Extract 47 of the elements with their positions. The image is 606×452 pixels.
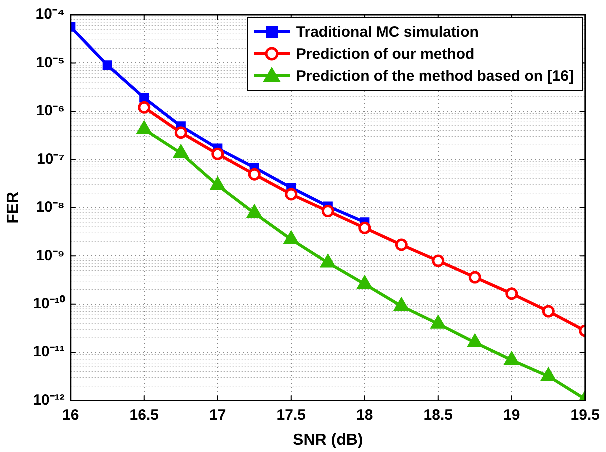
- point: [210, 177, 226, 190]
- x-tick-label: 19.5: [570, 406, 600, 424]
- point: [174, 126, 188, 140]
- legend-label: Prediction of our method: [296, 46, 475, 62]
- y-tick-label: 10⁻⁷: [37, 150, 65, 168]
- point: [541, 368, 556, 382]
- point: [358, 276, 372, 290]
- point: [542, 305, 555, 318]
- x-tick-label: 19: [504, 406, 520, 424]
- x-tick-label: 16: [62, 406, 80, 424]
- x-tick-label: 17: [210, 406, 226, 424]
- point: [468, 334, 482, 348]
- y-tick-label: 10⁻¹²: [33, 392, 65, 409]
- y-tick-label: 10⁻⁸: [36, 199, 65, 216]
- point: [284, 231, 299, 244]
- point: [504, 352, 520, 366]
- legend-label: Prediction of the method based on [16]: [296, 68, 574, 84]
- x-tick-label: 16.5: [130, 406, 159, 424]
- point: [212, 148, 224, 160]
- point: [394, 298, 409, 312]
- point: [320, 254, 336, 268]
- point: [248, 168, 261, 181]
- point: [247, 205, 262, 218]
- point: [358, 222, 372, 234]
- point: [174, 145, 188, 158]
- legend-label: Traditional MC simulation: [296, 24, 479, 40]
- x-axis-title: SNR (dB): [293, 432, 364, 449]
- point: [431, 316, 446, 329]
- y-tick-label: 10⁻¹⁰: [33, 294, 66, 312]
- x-tick-label: 18.5: [424, 406, 453, 424]
- y-tick-label: 10⁻⁶: [36, 102, 65, 120]
- point: [322, 205, 334, 218]
- y-tick-label: 10⁻⁹: [36, 247, 65, 264]
- point: [102, 60, 112, 70]
- y-tick-label: 10⁻⁴: [36, 6, 65, 24]
- point: [506, 288, 518, 300]
- point: [468, 271, 482, 284]
- y-tick-label: 10⁻¹¹: [33, 344, 65, 361]
- y-axis-title: FER: [5, 191, 22, 224]
- x-tick-label: 18: [356, 406, 374, 424]
- x-tick-label: 17.5: [276, 406, 306, 424]
- point: [285, 188, 298, 201]
- point: [140, 93, 150, 103]
- point: [138, 101, 151, 114]
- y-tick-label: 10⁻⁵: [36, 54, 65, 72]
- point: [432, 254, 445, 268]
- point: [395, 238, 408, 252]
